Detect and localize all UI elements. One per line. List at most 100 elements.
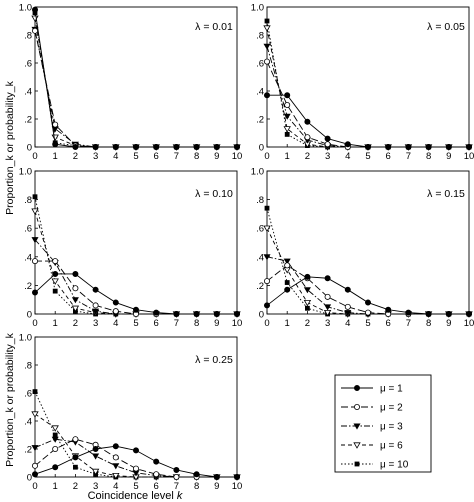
data-point [364,143,371,150]
y-tick-label: 0 [27,310,32,321]
x-tick-label: 1 [53,318,58,329]
data-point [283,258,291,265]
series-mu-6 [263,25,473,151]
x-tick-label: 5 [365,151,370,162]
x-tick-label: 0 [32,481,37,492]
data-point [132,143,139,150]
x-tick-label: 5 [133,151,138,162]
y-tick-label: .2 [24,445,32,456]
x-tick-label: 6 [154,151,159,162]
data-point [72,270,79,277]
legend-label: μ = 10 [380,460,409,471]
data-point [92,308,100,315]
data-point [233,473,240,480]
data-point [112,299,119,306]
x-tick-label: 7 [406,318,411,329]
data-point [51,436,59,443]
x-tick-label: 0 [32,318,37,329]
data-point [284,132,290,137]
data-point [32,289,39,296]
data-point [364,299,371,306]
data-point [263,43,271,50]
data-point [344,303,351,310]
series-line [35,260,237,315]
x-tick-label: 3 [325,151,330,162]
data-point [233,310,240,317]
series-line [34,196,237,315]
y-tick-label: .8 [24,31,32,42]
y-tick-label: .6 [256,224,264,235]
x-tick-label: 8 [194,151,199,162]
data-point [92,453,100,460]
data-point [112,443,119,450]
y-tick-label: .6 [256,59,264,70]
series-mu-10 [32,194,240,317]
legend-label: μ = 6 [380,441,403,452]
x-tick-label: 5 [133,318,138,329]
x-tick-label: 2 [305,151,310,162]
data-point [263,302,270,309]
data-point [52,258,59,265]
legend-marker [353,442,361,449]
data-point [31,208,39,215]
data-point [32,462,39,469]
x-tick-label: 7 [174,481,179,492]
data-point [52,432,58,438]
series-line [266,61,469,148]
legend-item: μ = 3 [341,422,403,433]
panel-4: 0 .2 .4 .6 .8 1.0 0 1 2 3 4 5 6 7 8 9 10 λ = 0.15 [251,167,474,330]
y-tick-label: .2 [256,115,264,126]
y-tick-label: .6 [24,389,32,400]
data-point [32,27,39,34]
series-line [34,210,237,315]
x-tick-label: 3 [93,151,98,162]
data-point [72,436,79,443]
lambda-annotation: λ = 0.25 [195,354,233,366]
data-point [52,288,58,294]
data-point [233,143,240,150]
x-tick-label: 1 [53,481,58,492]
x-tick-label: 0 [264,151,269,162]
data-point [72,285,79,292]
data-point [32,6,39,13]
x-tick-label: 4 [113,318,118,329]
data-point [52,270,59,277]
y-tick-label: 1.0 [19,333,32,344]
x-tick-label: 7 [174,318,179,329]
data-point [264,18,270,24]
x-tick-label: 10 [232,318,243,329]
panel-5: 0 .2 .4 .6 .8 1.0 0 1 2 3 4 5 6 7 8 9 10 λ = 0.25 [19,333,243,493]
data-point [92,445,99,452]
data-point [263,225,271,233]
x-tick-label: 2 [73,151,78,162]
data-point [284,286,291,293]
x-tick-label: 6 [154,318,159,329]
data-point [364,309,371,316]
x-tick-label: 4 [113,151,118,162]
series-mu-2 [263,262,472,317]
series-line [266,208,469,315]
x-tick-label: 10 [464,318,474,329]
data-point [32,194,38,200]
series-line [34,239,237,315]
y-tick-label: 1.0 [19,3,32,14]
series-line [266,27,469,148]
x-tick-label: 8 [426,151,431,162]
data-point [153,458,160,465]
data-point [284,262,291,269]
x-tick-label: 8 [426,318,431,329]
y-tick-label: .8 [256,31,264,42]
series-mu-6 [31,15,241,151]
series-mu-3 [263,254,473,318]
lambda-annotation: λ = 0.15 [427,188,465,200]
data-point [405,309,412,316]
series-mu-1 [263,273,472,317]
x-tick-label: 10 [232,481,243,492]
series-mu-6 [31,208,241,318]
x-tick-label: 3 [93,481,98,492]
data-point [385,306,392,313]
data-point [31,445,39,452]
data-point [52,464,59,471]
x-tick-label: 3 [325,318,330,329]
